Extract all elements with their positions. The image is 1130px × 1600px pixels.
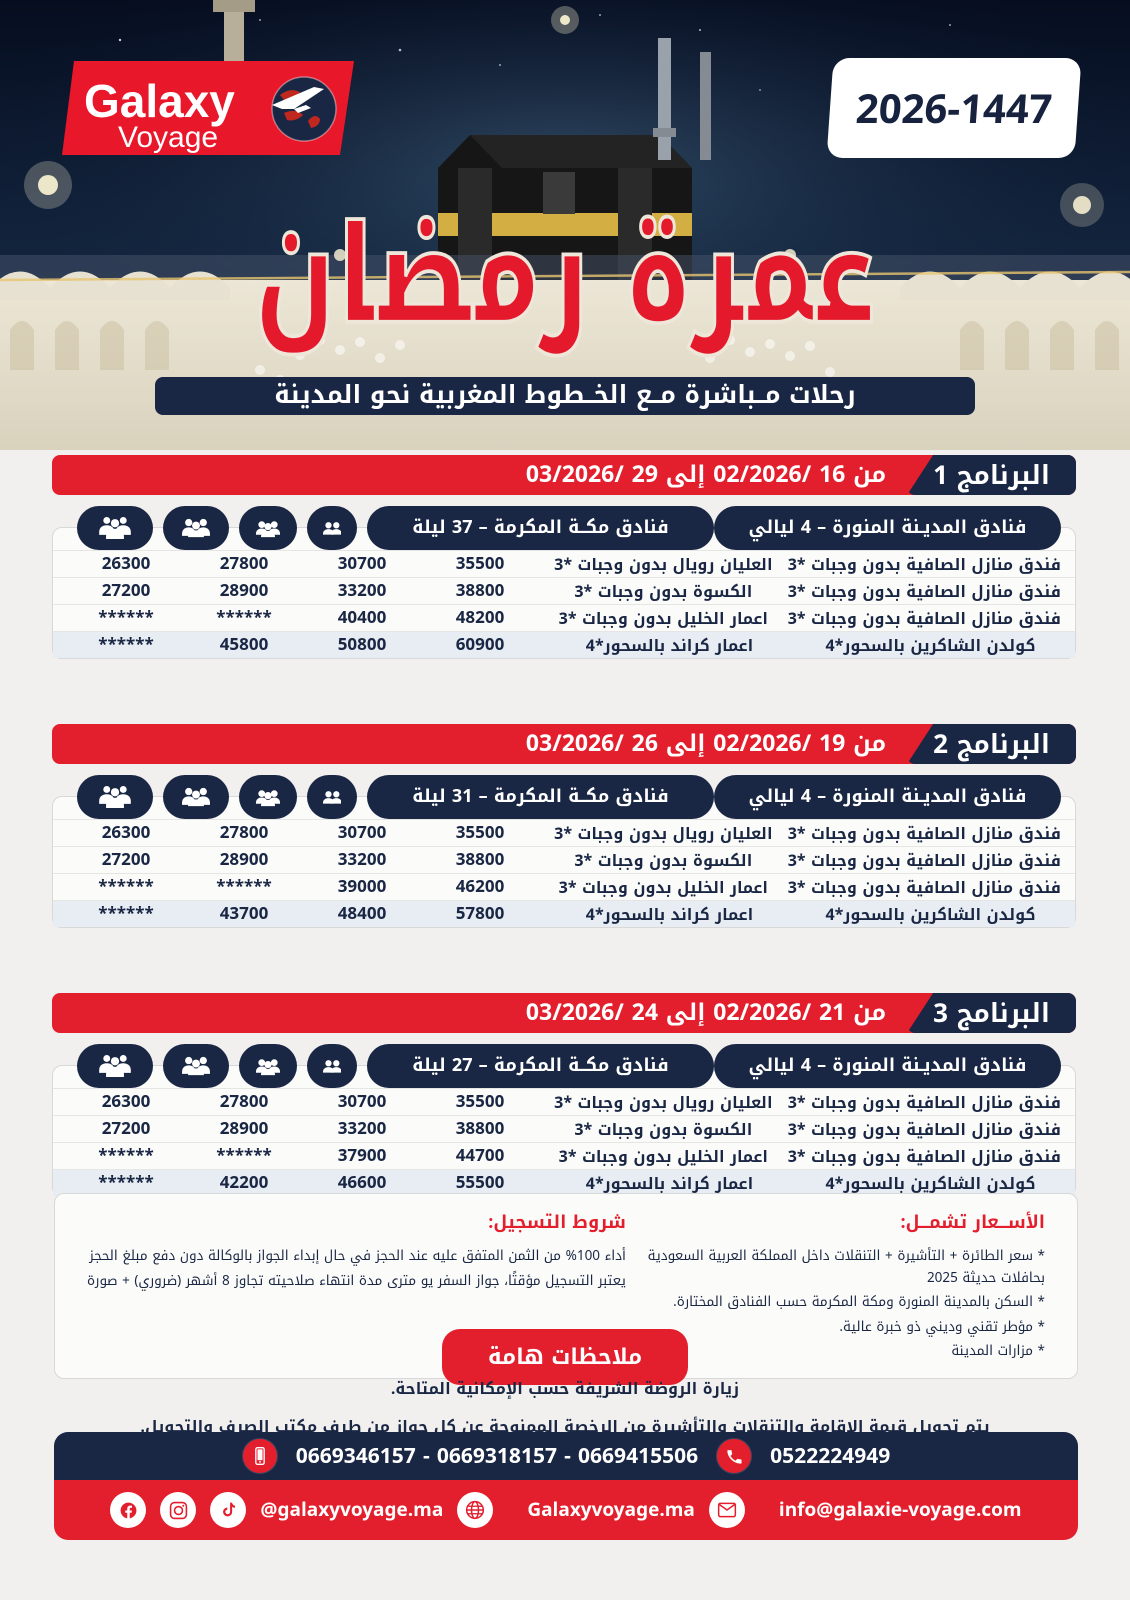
svg-text:Voyage: Voyage (118, 121, 218, 154)
svg-text:Galaxy: Galaxy (84, 75, 235, 127)
